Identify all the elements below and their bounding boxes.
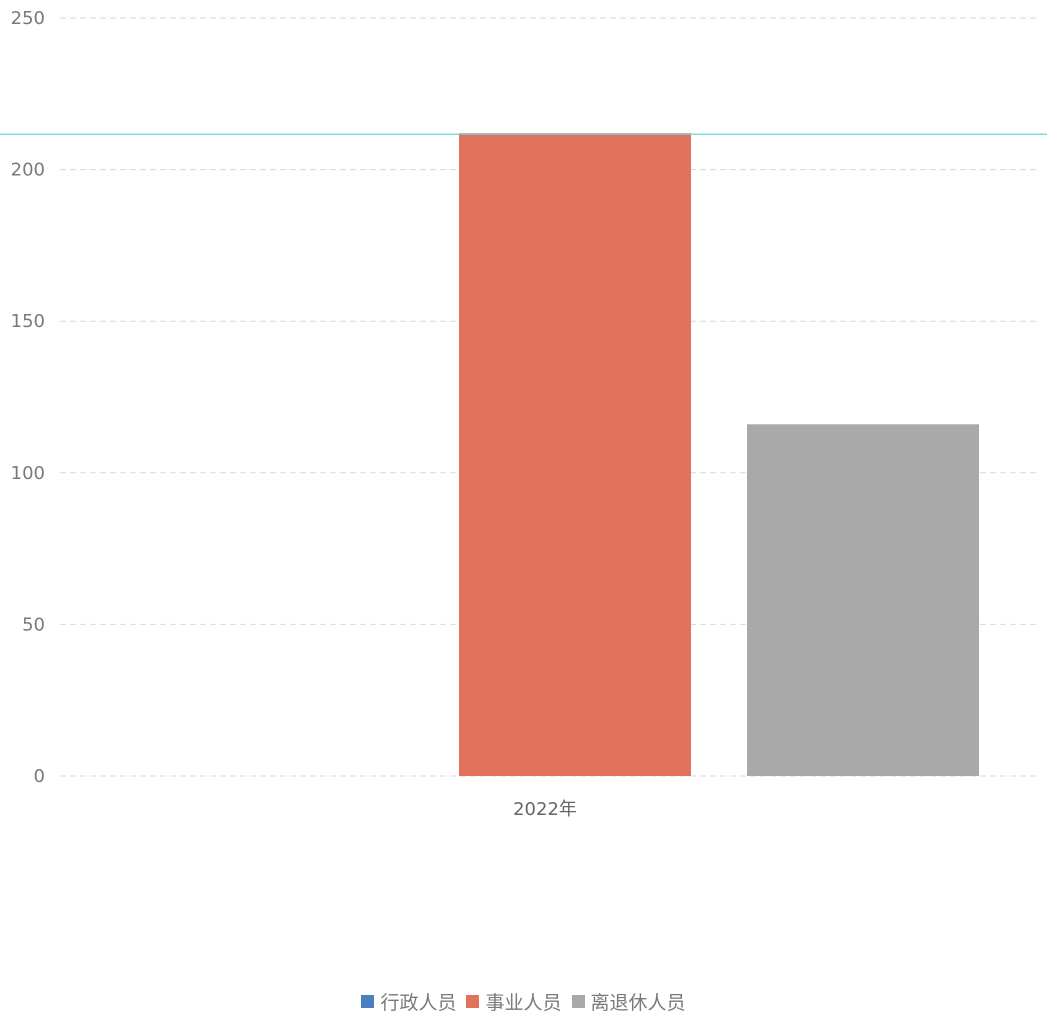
x-axis-categories: 2022年 — [513, 799, 577, 820]
bar-事业人员 — [459, 133, 691, 776]
legend-item: 行政人员 — [361, 988, 456, 1015]
legend-swatch — [571, 995, 585, 1008]
legend-label: 行政人员 — [380, 992, 457, 1014]
y-axis-ticks: 0 50 100 150 200 250 — [11, 8, 45, 787]
legend-label: 离退休人员 — [590, 992, 686, 1014]
legend-swatch — [466, 995, 480, 1008]
bar-离退休人员 — [747, 424, 979, 776]
x-category-label: 2022年 — [513, 799, 577, 820]
y-tick-label: 150 — [11, 311, 45, 332]
y-tick-label: 0 — [34, 766, 45, 787]
bars — [459, 133, 979, 776]
legend-label: 事业人员 — [485, 992, 562, 1014]
y-tick-label: 100 — [11, 463, 45, 484]
y-tick-label: 250 — [11, 8, 45, 29]
y-tick-label: 50 — [22, 614, 45, 635]
y-tick-label: 200 — [11, 160, 45, 181]
legend: 行政人员 事业人员 离退休人员 — [0, 988, 1047, 1015]
legend-swatch — [361, 995, 375, 1008]
legend-item: 事业人员 — [466, 988, 562, 1015]
legend-item: 离退休人员 — [571, 988, 686, 1015]
